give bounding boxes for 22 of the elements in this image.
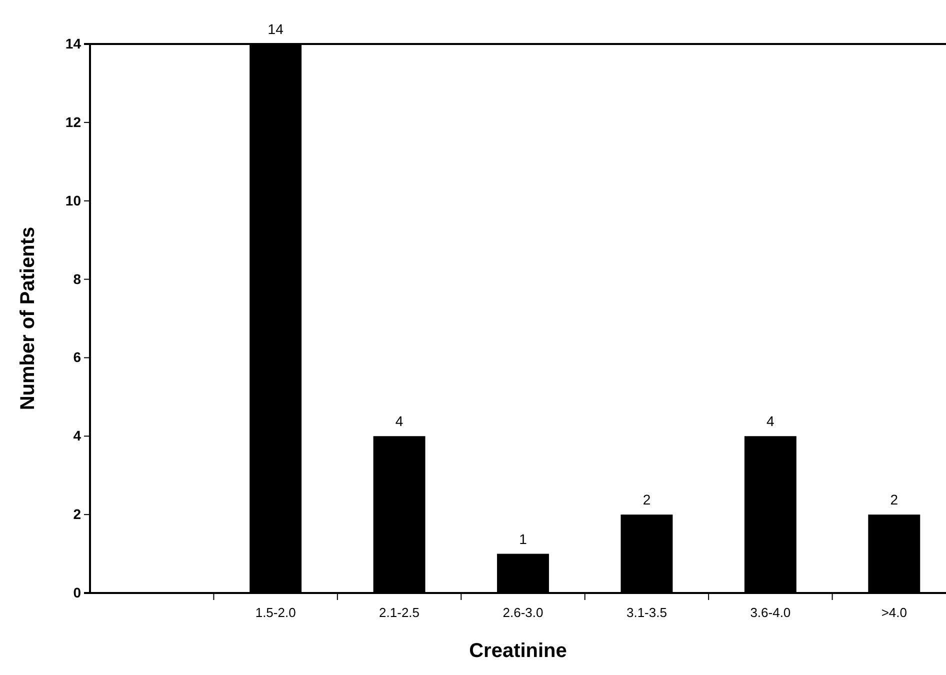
- x-tick-label: 1.5-2.0: [255, 604, 296, 620]
- x-tick-label: 2.6-3.0: [502, 604, 544, 620]
- x-tick-label: 3.1-3.5: [626, 604, 667, 620]
- y-tick-label: 6: [73, 349, 82, 366]
- y-tick-label: 8: [73, 270, 82, 287]
- data-label: 14: [268, 21, 284, 37]
- data-label: 2: [642, 492, 651, 508]
- y-tick-label: 14: [65, 35, 82, 52]
- y-tick-label: 10: [65, 192, 82, 208]
- y-tick-label: 12: [65, 114, 82, 130]
- y-tick-label: 2: [73, 506, 82, 522]
- data-label: 1: [519, 530, 528, 547]
- data-label: 4: [766, 413, 775, 430]
- x-axis-title: Creatinine: [469, 640, 567, 662]
- x-tick-label: 3.6-4.0: [750, 604, 791, 620]
- x-tick-label: >4.0: [881, 604, 907, 620]
- data-label: 4: [395, 413, 404, 430]
- y-tick-label: 4: [73, 428, 82, 444]
- y-axis-title: Number of Patients: [17, 226, 39, 410]
- x-tick-label: 2.1-2.5: [379, 604, 420, 620]
- y-tick-label: 0: [73, 584, 82, 600]
- data-label: 2: [890, 492, 898, 508]
